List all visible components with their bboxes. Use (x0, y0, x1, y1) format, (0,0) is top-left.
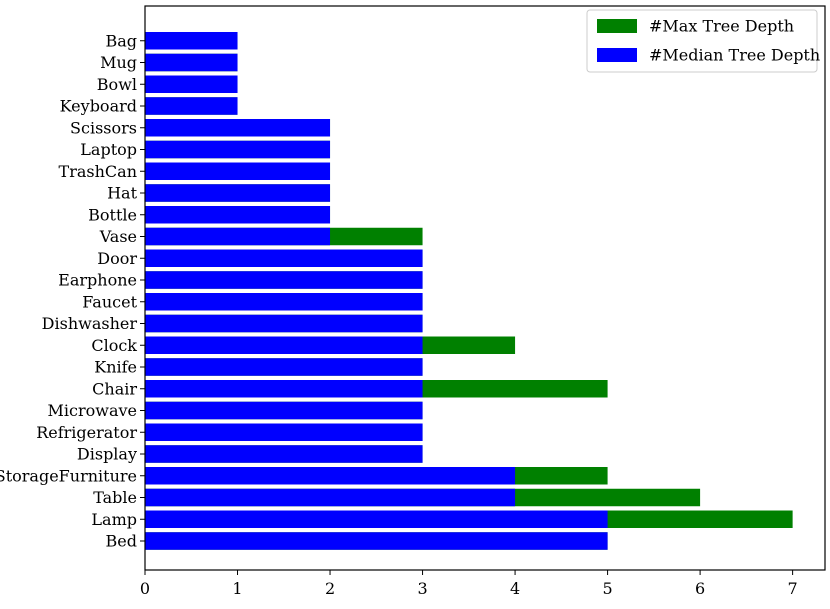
legend-label-max: #Max Tree Depth (649, 17, 794, 36)
legend-box (586, 9, 818, 73)
bar-median-mug (145, 53, 238, 72)
legend: #Max Tree Depth #Median Tree Depth (586, 9, 820, 73)
y-tick-label-clock: Clock (91, 336, 137, 355)
axes-group (144, 5, 826, 571)
bar-median-bowl (145, 75, 238, 93)
y-tick-label-trashcan: TrashCan (59, 162, 137, 181)
bar-median-keyboard (145, 97, 238, 115)
bar-median-bed (145, 532, 608, 550)
bar-median-knife (145, 358, 423, 376)
y-axis-ticks: Bed Lamp Table StorageFurniture Display Refri… (0, 31, 145, 551)
y-tick-label-table: Table (93, 488, 137, 507)
bar-median-lamp (145, 510, 608, 528)
bars-group (145, 32, 793, 550)
bar-median-hat (145, 184, 331, 202)
y-tick-label-laptop: Laptop (80, 140, 137, 159)
y-tick-label-storagefurniture: StorageFurniture (0, 466, 137, 485)
x-tick-label-4: 4 (510, 579, 520, 598)
y-tick-label-refrigerator: Refrigerator (36, 423, 137, 442)
x-tick-label-3: 3 (417, 579, 427, 598)
bar-median-refrigerator (145, 423, 423, 441)
y-tick-label-knife: Knife (94, 358, 137, 377)
y-tick-label-bowl: Bowl (97, 75, 137, 94)
x-axis-ticks: 0 1 2 3 4 5 6 7 (140, 570, 798, 598)
bar-median-display (145, 445, 423, 463)
legend-swatch-median (597, 48, 637, 62)
x-tick-label-0: 0 (140, 579, 150, 598)
plot-frame (144, 5, 826, 571)
bar-median-earphone (145, 271, 423, 289)
y-tick-label-scissors: Scissors (70, 118, 137, 137)
bar-median-scissors (145, 119, 331, 137)
bar-median-dishwasher (145, 314, 423, 333)
y-tick-label-mug: Mug (100, 53, 137, 72)
bar-median-bottle (145, 206, 331, 224)
y-tick-label-hat: Hat (107, 184, 137, 203)
bar-median-laptop (145, 140, 331, 159)
bar-median-trashcan (145, 162, 331, 180)
y-tick-label-earphone: Earphone (58, 271, 137, 290)
y-tick-label-lamp: Lamp (91, 510, 137, 529)
bar-median-door (145, 249, 423, 267)
y-tick-label-bottle: Bottle (88, 205, 137, 224)
y-tick-label-vase: Vase (99, 227, 137, 246)
bar-median-chair (145, 380, 423, 398)
legend-label-median: #Median Tree Depth (649, 46, 820, 65)
y-tick-label-bag: Bag (105, 31, 137, 50)
bar-median-microwave (145, 401, 423, 420)
bar-median-table (145, 488, 516, 507)
x-tick-label-7: 7 (788, 579, 798, 598)
y-tick-label-chair: Chair (92, 379, 137, 398)
x-tick-label-6: 6 (695, 579, 705, 598)
bar-median-bag (145, 32, 238, 50)
x-tick-label-2: 2 (325, 579, 335, 598)
bar-median-storagefurniture (145, 467, 516, 485)
y-tick-label-keyboard: Keyboard (60, 97, 137, 116)
y-tick-label-faucet: Faucet (82, 292, 137, 311)
y-tick-label-display: Display (77, 445, 137, 464)
y-tick-label-door: Door (97, 249, 137, 268)
bar-median-faucet (145, 293, 423, 311)
y-tick-label-dishwasher: Dishwasher (42, 314, 138, 333)
bar-median-vase (145, 227, 331, 246)
x-tick-label-5: 5 (602, 579, 612, 598)
legend-swatch-max (597, 19, 637, 33)
bar-median-clock (145, 336, 423, 354)
y-tick-label-bed: Bed (106, 532, 137, 551)
y-tick-label-microwave: Microwave (48, 401, 137, 420)
x-tick-label-1: 1 (232, 579, 242, 598)
